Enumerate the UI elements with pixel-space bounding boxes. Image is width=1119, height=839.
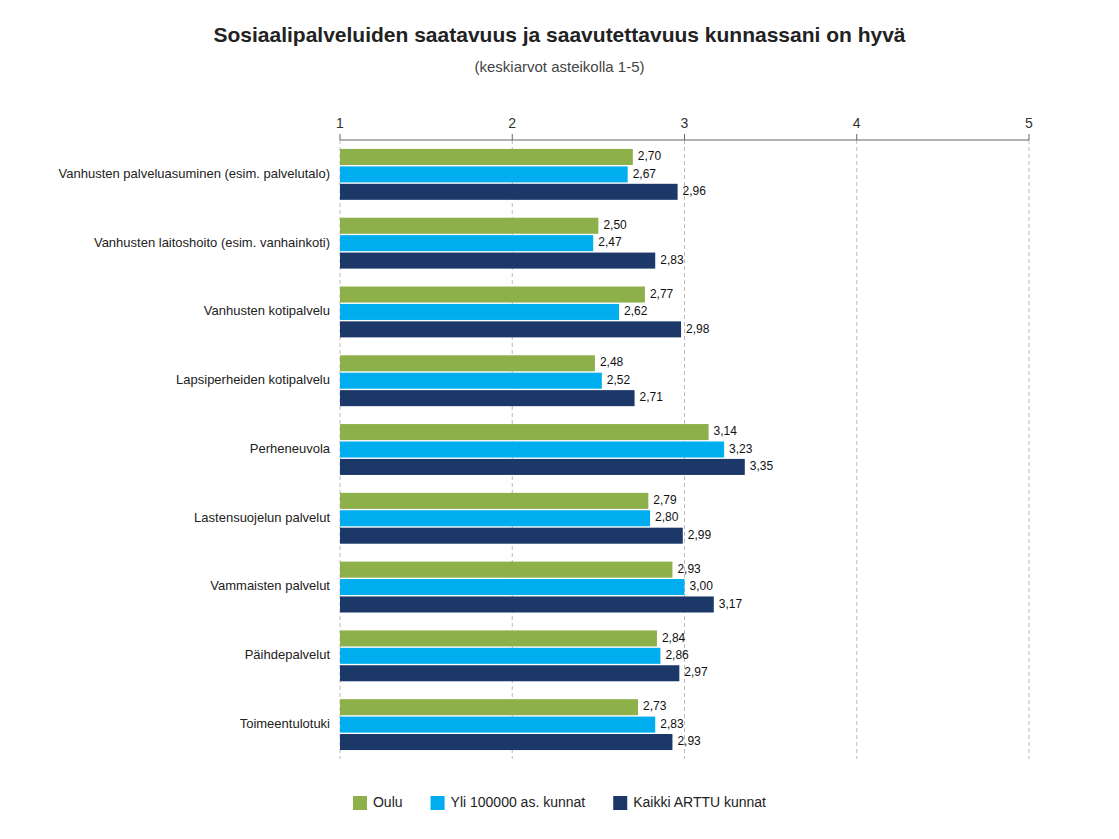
bar	[340, 717, 655, 733]
category-label: Vanhusten laitoshoito (esim. vanhainkoti…	[94, 235, 330, 250]
bar	[340, 648, 660, 664]
data-label: 2,48	[600, 355, 624, 369]
legend: Oulu Yli 100000 as. kunnat Kaikki ARTTU ku…	[353, 794, 766, 810]
bar	[340, 235, 593, 251]
bar	[340, 149, 633, 165]
title: Sosiaalipalveluiden saatavuus ja saavute…	[213, 23, 905, 46]
data-label: 2,71	[640, 390, 664, 404]
data-label: 2,83	[660, 253, 684, 267]
grid-line	[856, 140, 857, 759]
bar	[340, 441, 724, 457]
tick	[856, 134, 857, 140]
bar	[340, 304, 619, 320]
legend-item: Yli 100000 as. kunnat	[431, 794, 586, 810]
data-label: 3,14	[714, 424, 738, 438]
bar	[340, 734, 672, 750]
tick-label: 3	[681, 115, 689, 131]
legend-label: Yli 100000 as. kunnat	[451, 794, 586, 810]
bar	[340, 184, 678, 200]
category-label: Lastensuojelun palvelut	[194, 510, 330, 525]
data-label: 2,97	[684, 665, 708, 679]
data-label: 3,23	[729, 442, 753, 456]
bar	[340, 562, 672, 578]
tick-label: 5	[1025, 115, 1033, 131]
category-label: Lapsiperheiden kotipalvelu	[176, 372, 330, 387]
tick	[684, 134, 685, 140]
bar	[340, 579, 685, 595]
data-label: 3,17	[719, 597, 743, 611]
data-label: 2,47	[598, 235, 622, 249]
data-label: 2,84	[662, 631, 686, 645]
data-label: 2,93	[677, 562, 701, 576]
bar	[340, 630, 657, 646]
data-label: 3,35	[750, 459, 774, 473]
legend-item: Oulu	[353, 794, 403, 810]
legend-swatch	[353, 796, 367, 810]
bar	[340, 493, 648, 509]
legend-item: Kaikki ARTTU kunnat	[613, 794, 766, 810]
bar	[340, 665, 679, 681]
legend-label: Kaikki ARTTU kunnat	[633, 794, 766, 810]
tick-label: 2	[508, 115, 516, 131]
legend-swatch	[613, 796, 627, 810]
data-label: 2,77	[650, 287, 674, 301]
bar	[340, 424, 709, 440]
bar	[340, 459, 745, 475]
bar	[340, 218, 598, 234]
tick-label: 4	[853, 115, 861, 131]
data-label: 2,52	[607, 373, 631, 387]
bar	[340, 596, 714, 612]
bar	[340, 253, 655, 269]
grid-line	[1029, 140, 1030, 759]
subtitle: (keskiarvot asteikolla 1-5)	[474, 58, 644, 75]
tick	[340, 134, 341, 140]
bar	[340, 287, 645, 303]
category-label: Vammaisten palvelut	[210, 578, 330, 593]
tick-label: 1	[336, 115, 344, 131]
data-label: 2,83	[660, 717, 684, 731]
bar	[340, 699, 638, 715]
axis-line	[340, 140, 1029, 141]
category-label: Perheneuvola	[250, 441, 331, 456]
category-label: Toimeentulotuki	[240, 716, 330, 731]
chart: Sosiaalipalveluiden saatavuus ja saavute…	[0, 0, 1119, 839]
data-label: 3,00	[690, 579, 714, 593]
bar	[340, 510, 650, 526]
bar	[340, 528, 683, 544]
data-label: 2,50	[603, 218, 627, 232]
data-label: 2,99	[688, 528, 712, 542]
tick	[1029, 134, 1030, 140]
data-label: 2,98	[686, 322, 710, 336]
bars	[340, 149, 745, 750]
category-label: Vanhusten palveluasuminen (esim. palvelu…	[59, 166, 330, 181]
category-label: Vanhusten kotipalvelu	[204, 303, 330, 318]
y-axis: Vanhusten palveluasuminen (esim. palvelu…	[59, 166, 331, 731]
data-label: 2,86	[665, 648, 689, 662]
bar	[340, 390, 635, 406]
tick	[512, 134, 513, 140]
data-label: 2,70	[638, 149, 662, 163]
category-label: Päihdepalvelut	[245, 647, 331, 662]
bar	[340, 355, 595, 371]
legend-label: Oulu	[373, 794, 403, 810]
bar	[340, 321, 681, 337]
data-label: 2,93	[677, 734, 701, 748]
bar	[340, 166, 628, 182]
data-label: 2,80	[655, 510, 679, 524]
data-label: 2,96	[683, 184, 707, 198]
grid	[340, 140, 1029, 759]
data-labels: 2,70 2,67 2,96 2,50 2,47 2,83 2,772,62 2,98 2,48…	[598, 149, 773, 748]
x-axis: 1 2 3 4 5	[336, 115, 1033, 140]
bar	[340, 373, 602, 389]
data-label: 2,73	[643, 699, 667, 713]
data-label: 2,67	[633, 167, 657, 181]
data-label: 2,62	[624, 304, 648, 318]
data-label: 2,79	[653, 493, 677, 507]
legend-swatch	[431, 796, 445, 810]
